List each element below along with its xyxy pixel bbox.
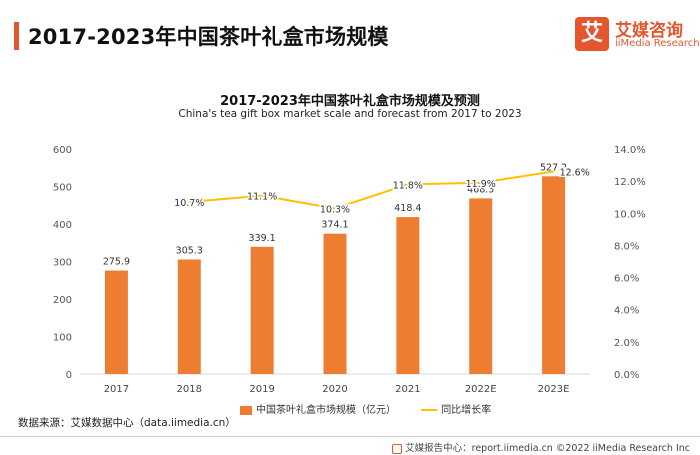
growth-rate-label: 10.3%	[320, 204, 350, 215]
bar	[177, 259, 201, 374]
chart-title: 2017-2023年中国茶叶礼盒市场规模及预测	[220, 94, 480, 109]
legend-label-market-scale: 中国茶叶礼盒市场规模（亿元）	[256, 405, 396, 416]
bar-value-label: 418.4	[394, 203, 421, 214]
bar	[469, 198, 493, 374]
brand-logo: 艾 艾媒咨询 iiMedia Research	[575, 16, 700, 56]
logo-mark-icon: 艾	[575, 17, 609, 51]
bar-value-label: 339.1	[249, 233, 276, 244]
right-axis-tick-label: 4.0%	[614, 306, 639, 317]
logo-name-cn: 艾媒咨询	[615, 21, 683, 41]
x-axis-tick-label: 2022E	[465, 384, 497, 395]
right-axis-tick-label: 6.0%	[614, 274, 639, 285]
right-axis-tick-label: 12.0%	[614, 177, 646, 188]
bar	[542, 176, 566, 374]
left-axis-tick-label: 300	[53, 258, 72, 269]
left-axis-tick-label: 600	[53, 145, 72, 156]
right-axis-tick-label: 0.0%	[614, 370, 639, 381]
title-accent-bar	[14, 22, 19, 50]
x-axis-tick-label: 2023E	[538, 384, 570, 395]
x-axis-tick-label: 2019	[249, 384, 274, 395]
x-axis-tick-label: 2020	[322, 384, 347, 395]
left-axis-tick-label: 500	[53, 183, 72, 194]
page-header: 2017-2023年中国茶叶礼盒市场规模 艾 艾媒咨询 iiMedia Rese…	[0, 0, 700, 70]
right-axis-tick-label: 2.0%	[614, 338, 639, 349]
growth-rate-label: 11.8%	[393, 180, 423, 191]
right-axis-tick-label: 14.0%	[614, 145, 646, 156]
legend-bar-swatch	[240, 405, 252, 415]
left-axis-tick-label: 400	[53, 220, 72, 231]
footer-text: 艾媒报告中心：report.iimedia.cn ©2022 iiMedia R…	[405, 443, 690, 454]
bar-value-label: 527.2	[540, 162, 567, 173]
bar-value-label: 374.1	[321, 220, 348, 231]
bar-value-label: 468.3	[467, 184, 494, 195]
page-footer: 艾媒报告中心：report.iimedia.cn ©2022 iiMedia R…	[392, 440, 690, 454]
logo-name-en: iiMedia Research	[615, 38, 700, 49]
growth-rate-label: 10.7%	[174, 198, 204, 209]
left-axis-tick-label: 200	[53, 295, 72, 306]
chart-subtitle: China's tea gift box market scale and fo…	[178, 108, 522, 120]
data-source: 数据来源：艾媒数据中心（data.iimedia.cn）	[18, 417, 236, 429]
page-title: 2017-2023年中国茶叶礼盒市场规模	[28, 25, 389, 49]
growth-rate-label: 11.9%	[466, 179, 496, 190]
bar	[250, 246, 274, 374]
bar-value-label: 275.9	[103, 257, 130, 268]
x-axis-tick-label: 2017	[104, 384, 129, 395]
growth-rate-line	[189, 170, 554, 210]
x-axis-tick-label: 2021	[395, 384, 420, 395]
right-axis-tick-label: 10.0%	[614, 209, 646, 220]
footer-divider	[0, 436, 700, 437]
left-axis-tick-label: 0	[66, 370, 72, 381]
report-icon	[392, 443, 403, 454]
growth-rate-label: 12.6%	[560, 168, 590, 179]
legend-item-growth-rate: 同比增长率	[421, 401, 491, 416]
legend-line-swatch	[421, 409, 438, 411]
bar	[104, 270, 128, 374]
growth-rate-label: 11.1%	[247, 192, 277, 203]
right-axis-tick-label: 8.0%	[614, 241, 639, 252]
bar-value-label: 305.3	[176, 246, 203, 257]
chart-legend: 中国茶叶礼盒市场规模（亿元） 同比增长率	[240, 401, 513, 417]
left-axis-tick-label: 100	[53, 333, 72, 344]
legend-item-market-scale: 中国茶叶礼盒市场规模（亿元）	[240, 401, 396, 416]
x-axis-tick-label: 2018	[177, 384, 202, 395]
legend-label-growth-rate: 同比增长率	[441, 405, 492, 416]
bar	[396, 217, 420, 374]
bar	[323, 233, 347, 374]
